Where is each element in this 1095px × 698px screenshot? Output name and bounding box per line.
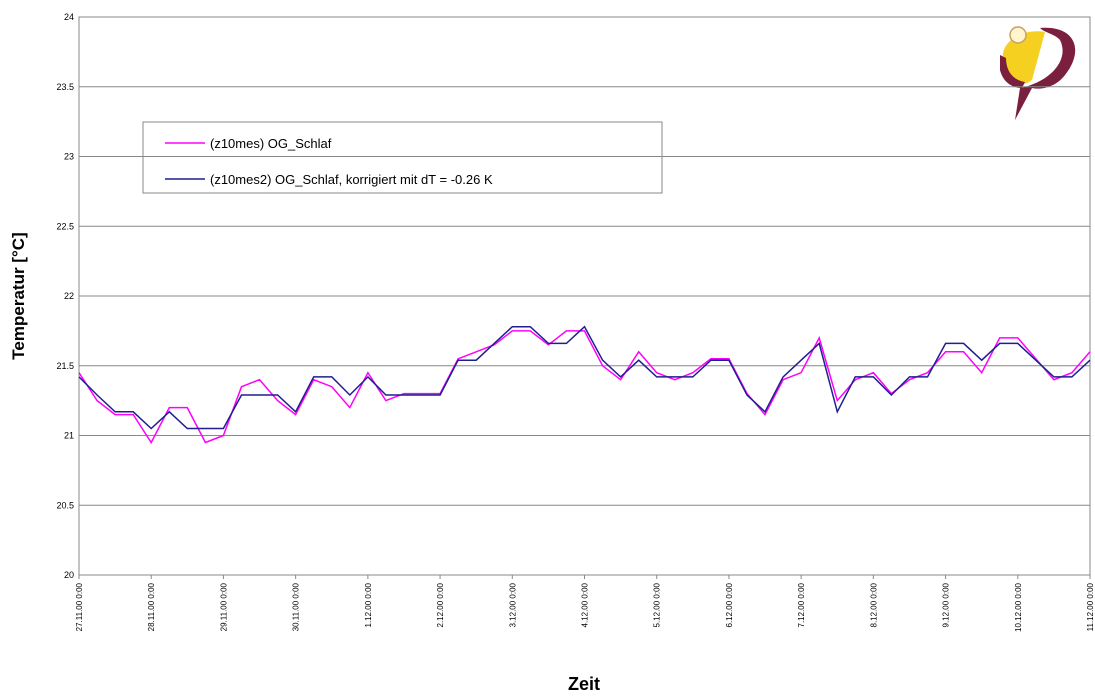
x-tick-label: 27.11.00 0:00 (75, 582, 84, 631)
x-tick-label: 3.12.00 0:00 (508, 582, 517, 627)
x-tick-label: 6.12.00 0:00 (725, 582, 734, 627)
y-tick-label: 24 (64, 12, 74, 22)
x-tick-label: 8.12.00 0:00 (869, 582, 878, 627)
y-tick-label: 20.5 (56, 500, 74, 510)
x-tick-label: 1.12.00 0:00 (364, 582, 373, 627)
y-axis-label: Temperatur [°C] (9, 232, 28, 359)
y-tick-label: 21 (64, 431, 74, 441)
x-tick-label: 30.11.00 0:00 (292, 582, 301, 631)
y-tick-label: 23.5 (56, 82, 74, 92)
series-line (78, 325, 1091, 430)
logo (1000, 26, 1076, 120)
y-tick-label: 21.5 (56, 361, 74, 371)
x-tick-label: 28.11.00 0:00 (147, 582, 156, 631)
x-tick-label: 10.12.00 0:00 (1014, 582, 1023, 631)
x-tick-label: 2.12.00 0:00 (436, 582, 445, 627)
x-axis-label: Zeit (568, 674, 600, 694)
x-tick-label: 5.12.00 0:00 (653, 582, 662, 627)
y-tick-label: 22.5 (56, 221, 74, 231)
x-tick-label: 29.11.00 0:00 (219, 582, 228, 631)
y-tick-label: 20 (64, 570, 74, 580)
legend (142, 121, 663, 194)
legend-label: (z10mes) OG_Schlaf (210, 136, 332, 151)
y-tick-label: 22 (64, 291, 74, 301)
series-line (78, 330, 1091, 444)
legend-label: (z10mes2) OG_Schlaf, korrigiert mit dT =… (210, 172, 493, 187)
x-tick-label: 4.12.00 0:00 (581, 582, 590, 627)
x-tick-label: 11.12.00 0:00 (1086, 582, 1095, 631)
x-tick-label: 9.12.00 0:00 (942, 582, 951, 627)
x-tick-label: 7.12.00 0:00 (797, 582, 806, 627)
y-tick-label: 23 (64, 152, 74, 162)
